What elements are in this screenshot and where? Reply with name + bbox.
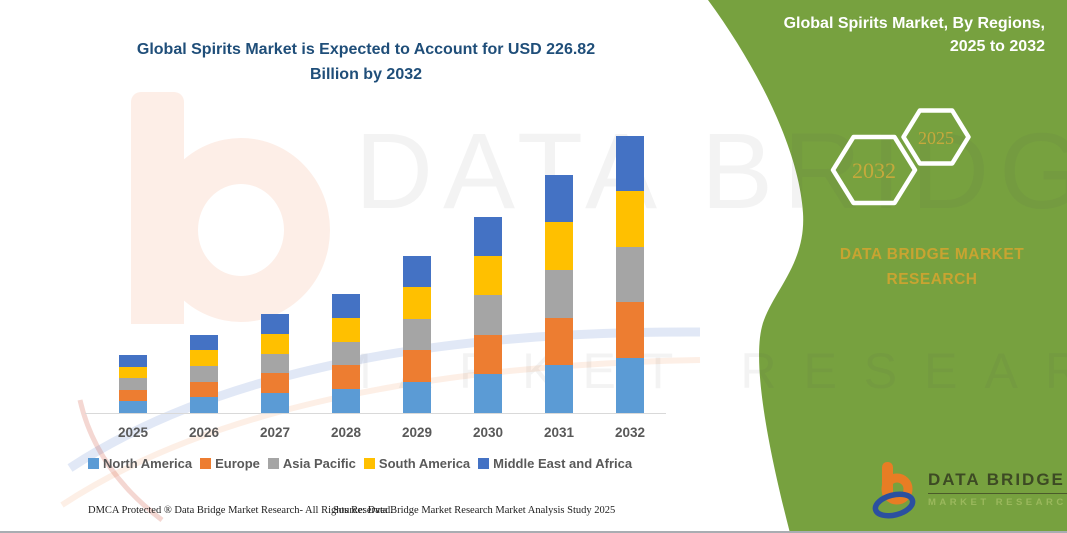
logo-subtitle-text: MARKET RESEARCH (928, 497, 1067, 508)
bar-segment-south-america-2025 (119, 366, 147, 379)
watermark-text-data-bridge: DATA BRIDGE (355, 110, 1067, 231)
footer-dmca-text: DMCA Protected ® Data Bridge Market Rese… (88, 505, 393, 516)
bar-segment-north-america-2025 (119, 401, 147, 413)
legend-label: Middle East and Africa (493, 456, 633, 471)
bar-segment-north-america-2027 (261, 393, 289, 413)
bar-segment-asia-pacific-2027 (261, 353, 289, 374)
hexagon-2032 (830, 134, 918, 206)
bar-segment-south-america-2026 (190, 350, 218, 367)
company-logo: DATA BRIDGE MARKET RESEARCH (872, 458, 1067, 524)
bar-segment-asia-pacific-2032 (616, 246, 644, 303)
bar-segment-europe-2026 (190, 381, 218, 398)
bar-segment-middle-east-and-africa-2030 (474, 216, 502, 257)
bar-segment-south-america-2028 (332, 317, 360, 342)
bar-segment-europe-2030 (474, 334, 502, 374)
x-axis-label-2029: 2029 (401, 425, 433, 440)
bar-segment-middle-east-and-africa-2027 (261, 314, 289, 334)
legend-swatch-icon (267, 458, 279, 469)
legend-label: Asia Pacific (282, 456, 356, 471)
legend-label: Europe (215, 456, 260, 471)
legend-item-europe: Europe (200, 456, 260, 471)
bar-segment-middle-east-and-africa-2026 (190, 334, 218, 351)
x-axis-label-2030: 2030 (472, 425, 504, 440)
data-bridge-logo-icon (872, 462, 916, 519)
hexagon-2025-label: 2025 (918, 128, 954, 148)
bar-segment-north-america-2031 (545, 365, 573, 413)
bar-segment-asia-pacific-2031 (545, 270, 573, 318)
legend-swatch-icon (478, 458, 490, 469)
bar-segment-middle-east-and-africa-2025 (119, 354, 147, 367)
logo-name-text: DATA BRIDGE (928, 470, 1067, 494)
legend-item-asia-pacific: Asia Pacific (267, 456, 356, 471)
bar-segment-middle-east-and-africa-2032 (616, 135, 644, 192)
panel-brand-line2: RESEARCH (886, 270, 978, 288)
legend-label: North America (103, 456, 193, 471)
bar-segment-south-america-2030 (474, 256, 502, 296)
panel-title-line1: Global Spirits Market, By Regions, (783, 15, 1045, 32)
hexagon-2032-label: 2032 (852, 158, 896, 183)
bar-segment-europe-2029 (403, 350, 431, 382)
x-axis-label-2032: 2032 (614, 425, 646, 440)
legend-label: South America (378, 456, 471, 471)
chart-title-line1: Global Spirits Market is Expected to Acc… (136, 41, 596, 58)
bar-segment-south-america-2032 (616, 191, 644, 247)
legend-swatch-icon (200, 458, 212, 469)
bar-segment-europe-2032 (616, 302, 644, 358)
x-axis-label-2031: 2031 (543, 425, 575, 440)
bar-segment-south-america-2031 (545, 222, 573, 271)
chart-title: Global Spirits Market is Expected to Acc… (88, 38, 644, 88)
legend-item-middle-east-and-africa: Middle East and Africa (478, 456, 632, 471)
legend-swatch-icon (88, 458, 99, 469)
bar-segment-asia-pacific-2028 (332, 341, 360, 366)
hexagon-year-badges: 2032 2025 (830, 108, 971, 206)
bar-segment-europe-2027 (261, 373, 289, 394)
x-axis-label-2025: 2025 (117, 425, 149, 440)
watermark-text-market-research: MARKET RESEARCH (330, 343, 1067, 399)
chart-title-line2: Billion by 2032 (309, 65, 423, 83)
bar-segment-europe-2031 (545, 317, 573, 366)
bar-segment-asia-pacific-2026 (190, 366, 218, 382)
x-axis-label-2026: 2026 (188, 425, 220, 440)
panel-title: Global Spirits Market, By Regions, 2025 … (700, 12, 1045, 58)
bar-segment-south-america-2027 (261, 333, 289, 354)
x-axis-label-2027: 2027 (259, 425, 291, 440)
panel-brand-line1: DATA BRIDGE MARKET (839, 246, 1025, 263)
hexagon-2025 (901, 108, 971, 166)
bar-segment-asia-pacific-2030 (474, 295, 502, 335)
bar-segment-north-america-2032 (616, 357, 644, 413)
bar-segment-north-america-2030 (474, 373, 502, 413)
panel-title-line2: 2025 to 2032 (949, 38, 1045, 56)
x-axis-label-2028: 2028 (330, 425, 362, 440)
panel-brand-text: DATA BRIDGE MARKET RESEARCH (812, 243, 1052, 293)
bar-segment-north-america-2028 (332, 389, 360, 413)
legend-item-north-america: North America (88, 456, 192, 471)
bar-segment-south-america-2029 (403, 287, 431, 319)
bar-segment-middle-east-and-africa-2028 (332, 293, 360, 318)
footer-source-text: Source: Data Bridge Market Research Mark… (333, 505, 616, 516)
legend-item-south-america: South America (363, 456, 471, 471)
bar-segment-europe-2025 (119, 389, 147, 402)
x-axis-line (85, 413, 666, 414)
bar-segment-north-america-2026 (190, 397, 218, 413)
bar-segment-asia-pacific-2025 (119, 378, 147, 390)
bar-segment-europe-2028 (332, 365, 360, 390)
bar-segment-asia-pacific-2029 (403, 318, 431, 351)
legend-swatch-icon (363, 458, 375, 469)
bar-segment-middle-east-and-africa-2029 (403, 256, 431, 288)
bar-segment-middle-east-and-africa-2031 (545, 174, 573, 223)
chart-legend: North America Europe Asia Pacific South Ame… (88, 456, 678, 471)
bar-segment-north-america-2029 (403, 381, 431, 413)
